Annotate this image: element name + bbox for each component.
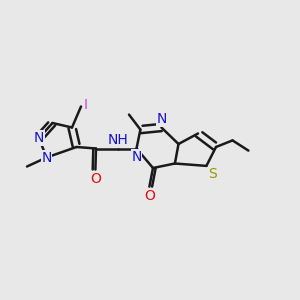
Text: N: N xyxy=(41,151,52,164)
Text: N: N xyxy=(34,131,44,145)
Text: N: N xyxy=(156,112,167,126)
Text: I: I xyxy=(83,98,87,112)
Text: O: O xyxy=(144,189,155,203)
Text: O: O xyxy=(90,172,101,186)
Text: N: N xyxy=(131,150,142,164)
Text: S: S xyxy=(208,167,217,182)
Text: NH: NH xyxy=(107,133,128,147)
